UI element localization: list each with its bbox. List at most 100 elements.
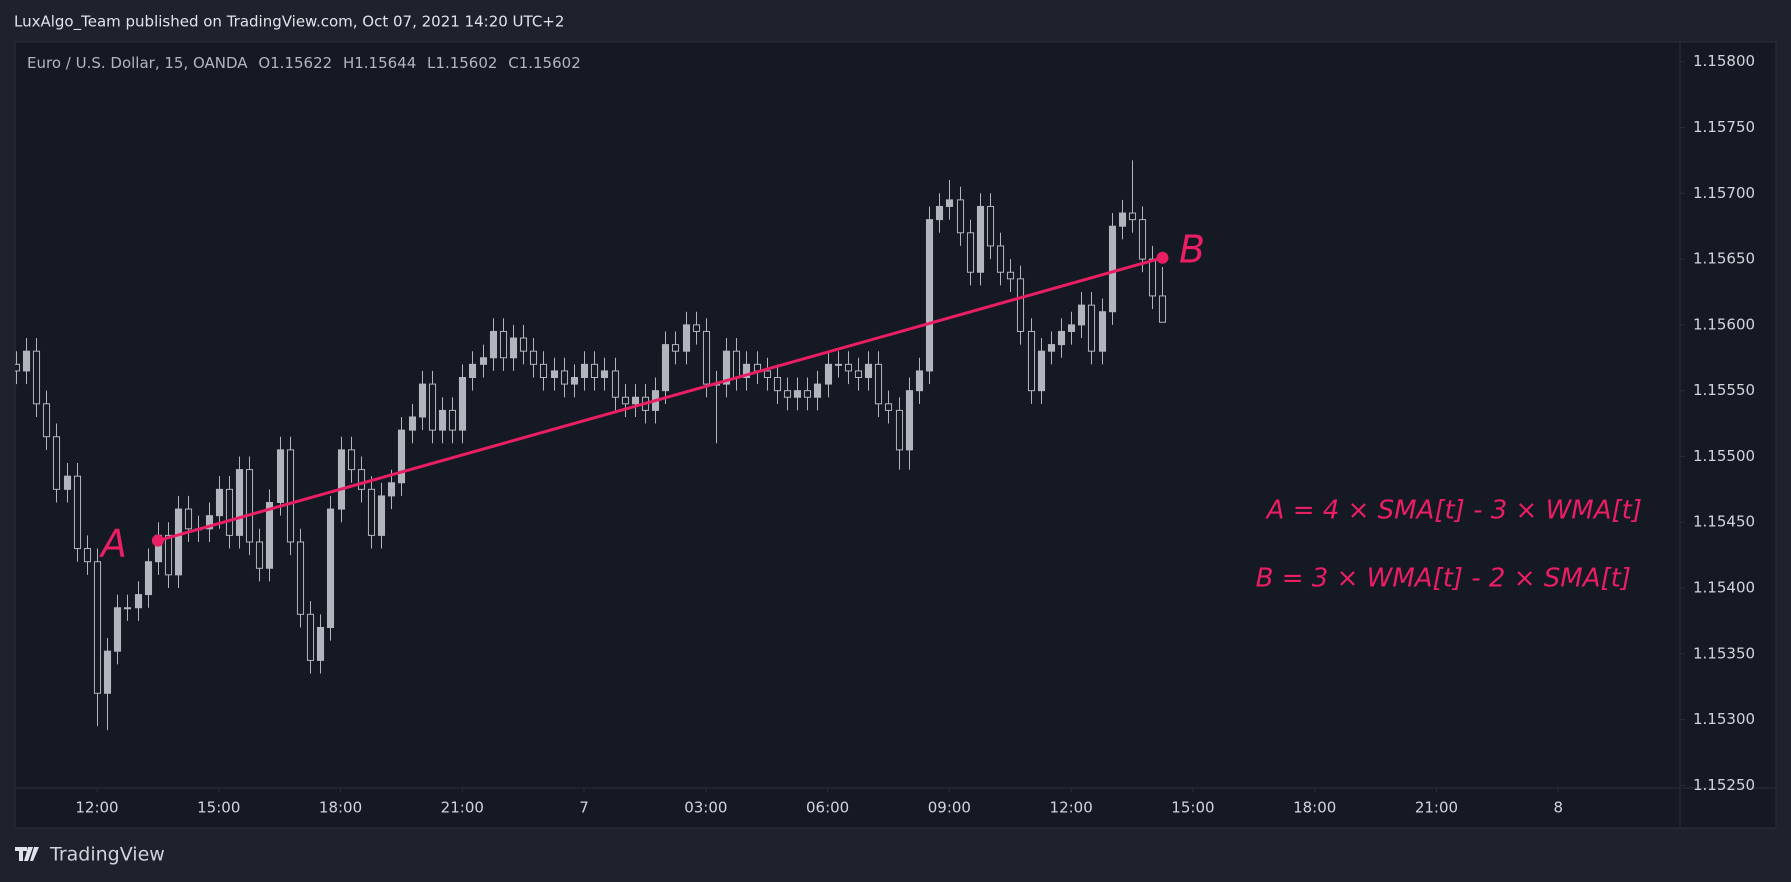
- frame: [14, 41, 1777, 829]
- ohlc-prefix: L: [427, 54, 436, 72]
- x-tick-label: 21:00: [441, 799, 484, 817]
- candle-body-down: [692, 324, 701, 332]
- candle-body-down: [966, 232, 975, 273]
- candle-body-up: [144, 561, 153, 596]
- candle-body-up: [22, 350, 31, 372]
- candle-body-up: [661, 344, 670, 392]
- candle-body-down: [42, 403, 51, 438]
- candle-body-down: [52, 436, 61, 490]
- x-tick-label: 18:00: [319, 799, 362, 817]
- candle-body-up: [316, 626, 325, 661]
- candle-body-down: [255, 541, 264, 569]
- candle-body-down: [956, 199, 965, 234]
- x-tick-label: 12:00: [1050, 799, 1093, 817]
- candle-body-down: [702, 330, 711, 385]
- y-tick-label: 1.15800: [1693, 52, 1755, 70]
- y-tick-label: 1.15650: [1693, 250, 1755, 268]
- candle-body-up: [489, 330, 498, 359]
- ohlc-prefix: H: [343, 54, 354, 72]
- candle-body-down: [499, 330, 508, 359]
- candle-body-up: [397, 429, 406, 484]
- y-tick-label: 1.15250: [1693, 776, 1755, 794]
- candle-body-down: [590, 363, 599, 379]
- candle-body-up: [235, 469, 244, 536]
- candle-body-up: [265, 501, 274, 569]
- candle-body-down: [560, 370, 569, 385]
- candle-body-down: [245, 469, 254, 543]
- candle-body-up: [408, 416, 417, 431]
- candle-body-up: [1108, 225, 1117, 313]
- symbol: Euro / U.S. Dollar, 15, OANDA: [27, 54, 248, 72]
- candle-body-up: [945, 199, 954, 207]
- candle-body-down: [621, 396, 630, 405]
- y-tick-label: 1.15600: [1693, 315, 1755, 333]
- endpoint: [1156, 251, 1169, 264]
- time-axis: [15, 788, 1776, 828]
- plot-area: [15, 42, 1680, 788]
- x-tick-label: 15:00: [1171, 799, 1214, 817]
- candle-body-down: [895, 409, 904, 451]
- ohlc-value: 1.15602: [519, 54, 581, 72]
- candle-body-up: [1067, 324, 1076, 332]
- candle-body-up: [976, 205, 985, 273]
- candle-body-down: [1006, 271, 1015, 280]
- candle-body-down: [1128, 212, 1137, 221]
- candle-body-up: [418, 383, 427, 418]
- candle-body-down: [884, 403, 893, 411]
- candle-body-up: [63, 475, 72, 490]
- candle-body-up: [215, 488, 224, 517]
- candle-body-up: [326, 508, 335, 628]
- candle-body-up: [387, 482, 396, 497]
- ohlc-prefix: O: [258, 54, 270, 72]
- candle-body-down: [783, 390, 792, 398]
- candle-body-down: [519, 337, 528, 352]
- candle-body-down: [357, 469, 366, 490]
- point-label: A: [98, 522, 127, 566]
- y-tick-label: 1.15550: [1693, 381, 1755, 399]
- candle-body-up: [1057, 330, 1066, 346]
- candle-body-down: [529, 350, 538, 365]
- candle-body-up: [509, 337, 518, 359]
- candle-body-up: [580, 363, 589, 379]
- candle-body-up: [793, 390, 802, 398]
- candle-body-down: [448, 409, 457, 431]
- candle-body-down: [874, 363, 883, 405]
- candle-body-up: [205, 515, 214, 530]
- candle-body-down: [1087, 304, 1096, 352]
- candle-body-down: [844, 363, 853, 372]
- candle-body-down: [83, 548, 92, 563]
- candle-body-down: [803, 390, 812, 398]
- candle-body-down: [164, 534, 173, 576]
- price-axis: [1680, 42, 1776, 788]
- candle-body-up: [479, 357, 488, 365]
- x-tick-label: 09:00: [928, 799, 971, 817]
- publish-header: LuxAlgo_Team published on TradingView.co…: [14, 13, 564, 32]
- candle-body-up: [113, 607, 122, 652]
- candle-body-up: [915, 370, 924, 392]
- ohlc-prefix: C: [508, 54, 518, 72]
- candle-body-up: [824, 363, 833, 385]
- candle-body-up: [1047, 344, 1056, 352]
- candle-body-down: [773, 377, 782, 392]
- candle-body-up: [570, 377, 579, 385]
- candle-body-down: [1158, 295, 1167, 323]
- x-tick-label: 03:00: [684, 799, 727, 817]
- candle-body-up: [1118, 212, 1127, 227]
- candle-body-down: [367, 488, 376, 536]
- candle-body-up: [103, 650, 112, 694]
- y-tick-label: 1.15300: [1693, 710, 1755, 728]
- x-tick-label: 7: [579, 799, 589, 817]
- point-label: B: [1179, 228, 1205, 272]
- candle-body-up: [935, 205, 944, 221]
- candle-body-down: [671, 344, 680, 352]
- candle-body-up: [742, 363, 751, 379]
- candle-body-up: [134, 594, 143, 609]
- candle-body-down: [539, 363, 548, 379]
- x-tick-label: 18:00: [1293, 799, 1336, 817]
- candle-body-up: [834, 363, 843, 366]
- candle-body-down: [347, 449, 356, 471]
- x-tick-label: 15:00: [197, 799, 240, 817]
- y-tick-label: 1.15400: [1693, 579, 1755, 597]
